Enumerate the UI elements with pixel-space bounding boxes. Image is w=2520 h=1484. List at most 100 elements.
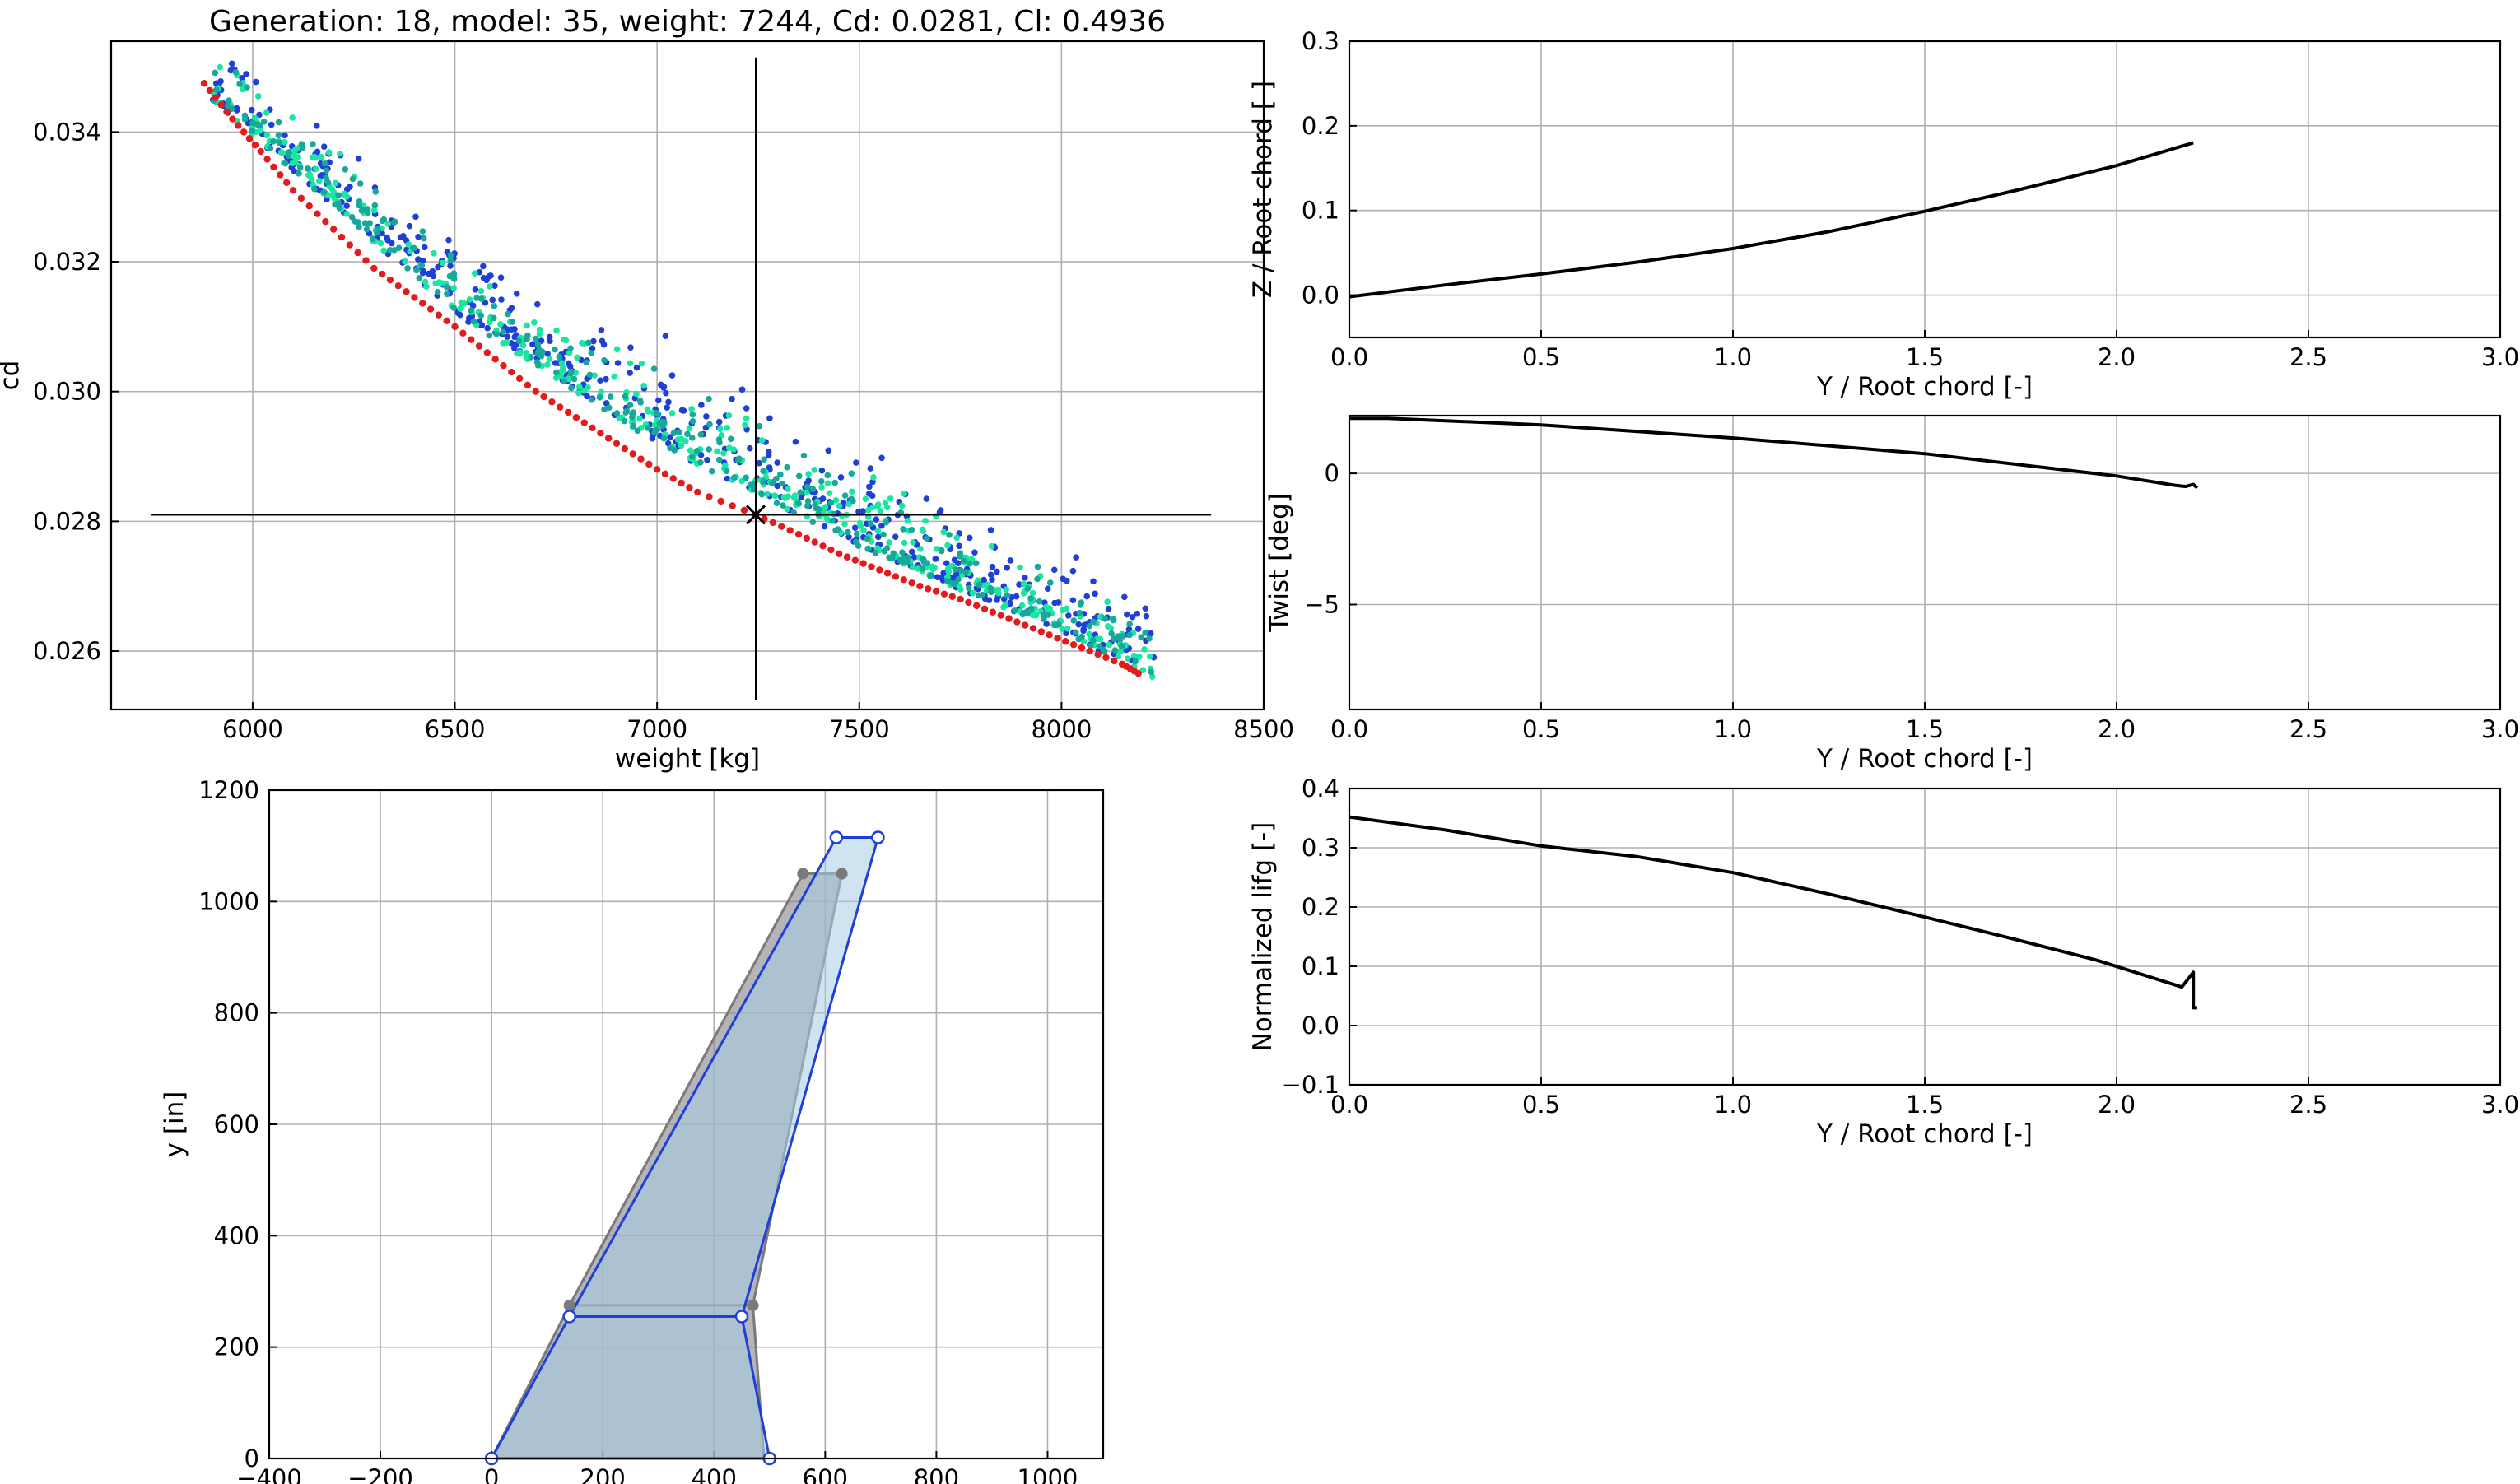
pareto-cloud-point (898, 502, 906, 509)
pareto-front-point (200, 80, 208, 87)
pareto-cloud-point (836, 502, 843, 509)
pareto-cloud-point (867, 465, 874, 472)
pareto-cloud-point (956, 542, 962, 550)
pareto-front-point (212, 94, 219, 101)
pareto-cloud-point (603, 375, 609, 383)
pareto-cloud-point (534, 361, 542, 369)
pareto-cloud-point (477, 322, 485, 328)
pareto-cloud-point (716, 426, 724, 433)
pareto-cloud-point (364, 209, 371, 216)
pareto-cloud-point (971, 549, 978, 556)
pareto-cloud-point (756, 459, 762, 467)
pareto-cloud-point (848, 470, 855, 477)
pareto-cloud-point (320, 188, 328, 196)
pareto-cloud-point (487, 319, 493, 326)
pareto-front-point (645, 460, 653, 468)
pareto-cloud-point (561, 378, 567, 385)
pareto-cloud-point (583, 359, 590, 366)
pareto-cloud-point (909, 564, 916, 571)
pareto-cloud-point (966, 584, 972, 592)
pareto-cloud-point (933, 513, 939, 519)
pareto-cloud-point (621, 417, 628, 425)
pareto-front-point (740, 506, 748, 514)
pareto-cloud-point (864, 546, 872, 552)
twist-y-axis-label: Twist [deg] (1265, 493, 1294, 633)
pareto-front-point (940, 590, 948, 598)
pareto-y-tick-label: 0.032 (33, 248, 101, 276)
pareto-cloud-point (937, 507, 944, 514)
lift-x-tick-label: 1.0 (1714, 1091, 1752, 1119)
pareto-front-point (1029, 625, 1037, 632)
pareto-cloud-point (232, 69, 240, 76)
pareto-cloud-point (458, 305, 464, 312)
pareto-front-point (957, 595, 964, 603)
pareto-cloud-point (938, 547, 945, 553)
pareto-cloud-point (715, 418, 723, 426)
pareto-cloud-point (1027, 595, 1034, 602)
pareto-cloud-point (404, 265, 411, 272)
pareto-front-point (629, 450, 636, 458)
pareto-cloud-point (312, 165, 319, 173)
pareto-cloud-point (924, 560, 931, 566)
pareto-cloud-point (282, 132, 288, 139)
pareto-cloud-point (436, 279, 443, 286)
pareto-cloud-point (508, 305, 515, 312)
pareto-cloud-point (434, 288, 441, 295)
pareto-cloud-point (1011, 607, 1018, 614)
dihedral-x-tick-label: 1.5 (1906, 343, 1944, 371)
pareto-cloud-point (951, 556, 958, 564)
pareto-cloud-point (720, 449, 727, 457)
pareto-cloud-point (270, 138, 277, 145)
pareto-cloud-point (286, 149, 293, 156)
pareto-cloud-point (1147, 653, 1153, 660)
pareto-cloud-point (472, 286, 479, 293)
candidate-vertex (829, 830, 844, 844)
pareto-cloud-point (588, 397, 595, 403)
pareto-front-point (653, 466, 661, 473)
pareto-cloud-point (853, 530, 860, 537)
pareto-cloud-point (743, 415, 750, 422)
pareto-front-point (251, 141, 259, 149)
twist-x-tick-label: 3.0 (2481, 715, 2519, 743)
pareto-cloud-point (1036, 598, 1043, 605)
pareto-cloud-point (1105, 605, 1112, 612)
planform-x-tick-label: 1000 (1018, 1464, 1078, 1484)
pareto-cloud-point (513, 290, 520, 297)
pareto-cloud-point (244, 84, 250, 91)
pareto-cloud-point (1016, 581, 1022, 588)
dihedral-x-tick-label: 0.0 (1330, 343, 1368, 371)
pareto-cloud-point (637, 399, 644, 406)
pareto-front-point (819, 542, 827, 550)
pareto-cloud-point (263, 109, 270, 116)
pareto-cloud-point (698, 402, 705, 408)
twist-plot-frame (1348, 414, 2502, 711)
pareto-cloud-point (400, 232, 407, 240)
pareto-front-point (564, 408, 572, 416)
pareto-cloud-point (337, 150, 343, 157)
pareto-cloud-point (1110, 616, 1117, 623)
pareto-cloud-point (773, 475, 780, 482)
pareto-cloud-point (627, 344, 634, 351)
pareto-cloud-point (298, 141, 305, 147)
pareto-cloud-point (645, 425, 651, 431)
pareto-cloud-point (693, 448, 701, 454)
pareto-cloud-point (809, 486, 817, 492)
pareto-cloud-point (715, 456, 723, 463)
pareto-cloud-point (343, 186, 351, 193)
pareto-cloud-point (850, 497, 856, 505)
baseline-vertex (747, 1299, 759, 1311)
pareto-cloud-point (945, 568, 953, 575)
pareto-cloud-point (730, 474, 738, 481)
pareto-cloud-point (638, 360, 645, 367)
pareto-cloud-point (662, 333, 669, 340)
pareto-front-point (314, 210, 321, 217)
pareto-cloud-point (228, 60, 235, 67)
pareto-cloud-point (678, 435, 685, 443)
pareto-cloud-point (663, 389, 669, 397)
pareto-cloud-point (1069, 567, 1077, 575)
pareto-front-point (1054, 635, 1061, 642)
pareto-front-point (297, 194, 305, 202)
pareto-cloud-point (865, 490, 873, 497)
pareto-cloud-point (874, 528, 882, 534)
pareto-cloud-point (561, 336, 567, 343)
